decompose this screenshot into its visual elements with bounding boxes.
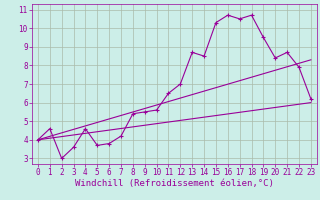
X-axis label: Windchill (Refroidissement éolien,°C): Windchill (Refroidissement éolien,°C) <box>75 179 274 188</box>
